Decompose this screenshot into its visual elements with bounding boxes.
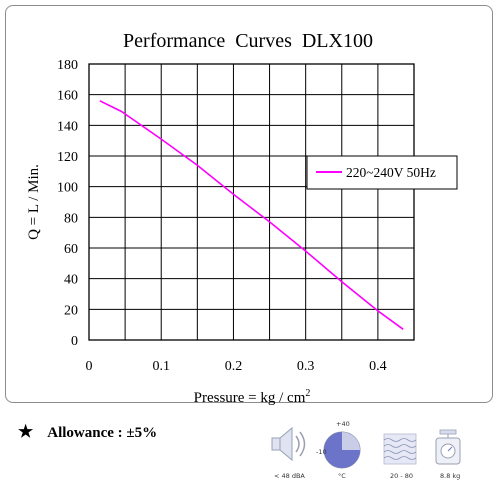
spec-icons: < 48 dBA +40 -10 °C 20 - 80 8.8 kg bbox=[268, 420, 498, 490]
series-line-220-240v bbox=[99, 100, 404, 330]
y-tick-label: 20 bbox=[64, 303, 78, 318]
scale-weight-icon bbox=[435, 429, 461, 465]
speaker-icon bbox=[271, 426, 306, 462]
y-tick-label: 60 bbox=[64, 242, 78, 257]
x-tick-label: 0.1 bbox=[152, 359, 170, 374]
temperature-top-value: +40 bbox=[336, 420, 350, 428]
humidity-icon bbox=[383, 433, 417, 465]
y-ticks: 0 20 40 60 80 100 120 140 160 180 bbox=[57, 58, 78, 349]
temperature-spec: +40 -10 °C bbox=[316, 420, 372, 484]
y-tick-label: 100 bbox=[57, 181, 78, 196]
y-tick-label: 160 bbox=[57, 89, 78, 104]
x-tick-label: 0 bbox=[86, 359, 93, 374]
x-tick-label: 0.4 bbox=[369, 359, 387, 374]
temperature-caption: °C bbox=[338, 472, 346, 480]
y-tick-label: 80 bbox=[64, 211, 78, 226]
performance-chart: Performance Curves DLX100 02040608010012… bbox=[26, 30, 458, 406]
x-tick-label: 0.2 bbox=[225, 359, 243, 374]
weight-caption: 8.8 kg bbox=[440, 472, 461, 480]
temperature-left-value: -10 bbox=[316, 448, 327, 456]
star-icon: ★ bbox=[18, 422, 34, 441]
x-axis-label-text: Pressure = kg / cm bbox=[194, 390, 306, 406]
grid bbox=[89, 64, 414, 340]
noise-spec: < 48 dBA bbox=[270, 420, 318, 484]
chart-panel bbox=[5, 5, 493, 403]
y-tick-label: 0 bbox=[71, 334, 78, 349]
thermometer-gauge-icon bbox=[323, 431, 361, 469]
y-tick-label: 40 bbox=[64, 273, 78, 288]
y-tick-label: 140 bbox=[57, 119, 78, 134]
x-ticks: 0 0.1 0.2 0.3 0.4 bbox=[86, 359, 387, 374]
x-axis-label-sup: 2 bbox=[305, 388, 310, 399]
humidity-spec: 20 - 80 bbox=[378, 420, 428, 484]
allowance-label: Allowance : ±5% bbox=[47, 425, 158, 441]
legend-label: 220~240V 50Hz bbox=[346, 165, 436, 180]
x-tick-label: 0.3 bbox=[297, 359, 315, 374]
x-axis-label: Pressure = kg / cm2 bbox=[194, 388, 311, 406]
weight-spec: 8.8 kg bbox=[428, 420, 478, 484]
plot-frame bbox=[88, 63, 415, 341]
allowance-note: ★ Allowance : ±5% bbox=[18, 422, 157, 442]
y-axis-label: Q = L / Min. bbox=[26, 164, 42, 240]
y-tick-label: 120 bbox=[57, 150, 78, 165]
y-tick-label: 180 bbox=[57, 58, 78, 73]
legend: 220~240V 50Hz bbox=[306, 155, 458, 190]
noise-caption: < 48 dBA bbox=[274, 472, 305, 480]
humidity-caption: 20 - 80 bbox=[390, 472, 414, 480]
chart-title: Performance Curves DLX100 bbox=[123, 30, 373, 52]
